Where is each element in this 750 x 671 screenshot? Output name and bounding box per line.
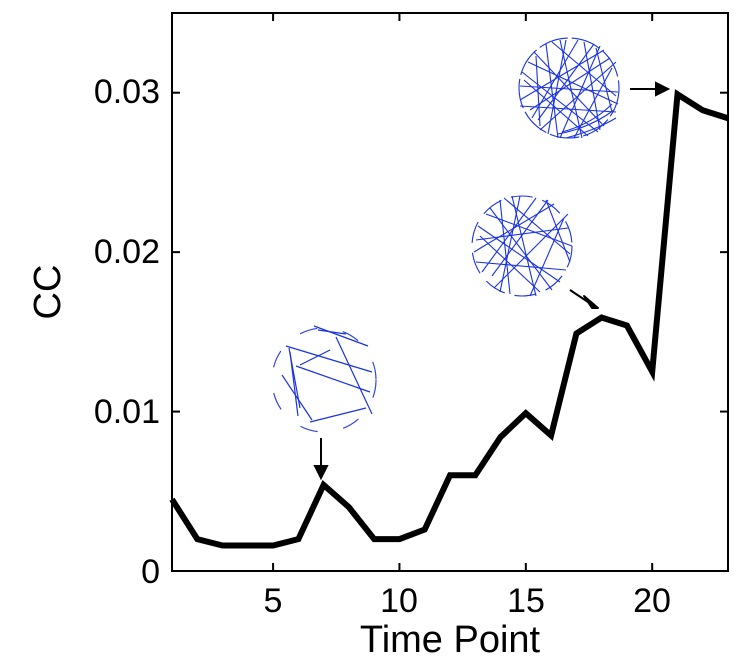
network-inset-sparse [271,325,377,433]
x-tick-label-2: 15 [507,582,545,620]
y-axis-title: CC [27,265,69,320]
y-tick-label-1: 0.01 [94,393,160,431]
x-tick-label-3: 20 [633,582,671,620]
y-tick-label-3: 0.03 [94,73,160,111]
medium-network-graph-icon [471,195,573,297]
series-line [169,89,729,549]
plot-area [171,12,729,572]
network-inset-medium [471,195,573,297]
y-tick-label-0: 0 [141,553,160,591]
y-axis-ticks [172,91,728,572]
annotation-arrow-3 [630,81,671,97]
y-tick-label-2: 0.02 [94,233,160,271]
x-tick-label-1: 10 [380,582,418,620]
network-inset-dense [518,37,620,139]
annotation-arrow-2 [569,289,599,309]
dense-network-graph-icon [518,37,620,139]
x-axis-ticks [272,13,654,571]
x-axis-title: Time Point [360,619,541,661]
sparse-network-graph-icon [271,325,377,433]
x-tick-label-0: 5 [264,582,283,620]
annotation-arrow-1 [313,438,329,481]
